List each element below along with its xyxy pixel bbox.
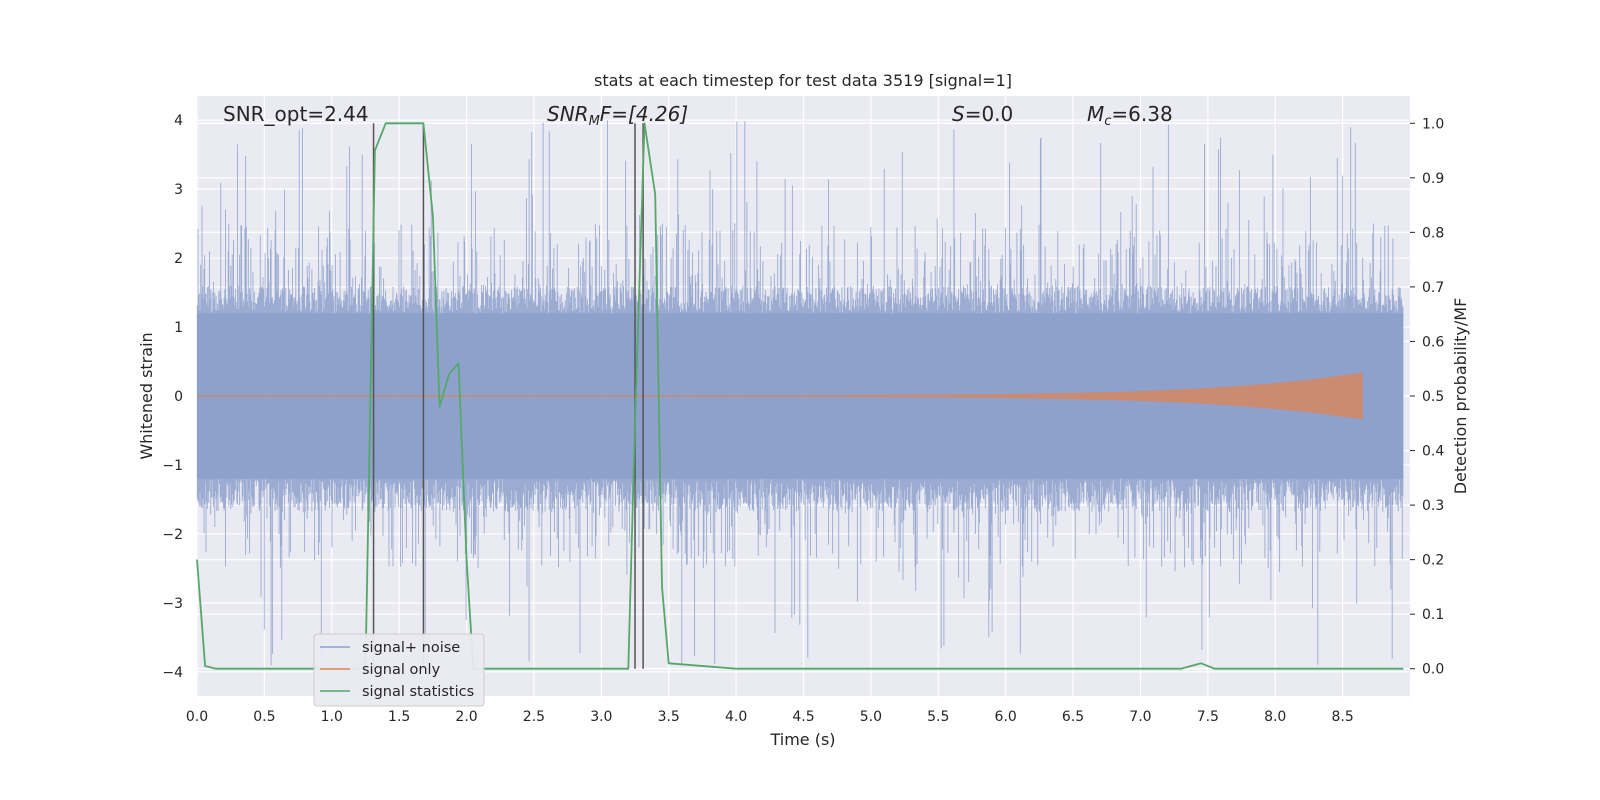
x-tick-label: 2.5	[523, 709, 545, 725]
y-tick-label: −2	[162, 527, 183, 543]
legend-label-signal: signal only	[362, 662, 441, 678]
y-right-tick-labels: 1.0 0.9 0.8 0.7 0.6 0.5 0.4 0.3 0.2 0.1 0.0	[1410, 116, 1444, 678]
y-right-tick-label: 0.4	[1422, 444, 1444, 460]
x-tick-label: 8.5	[1331, 709, 1353, 725]
y-right-tick-label: 0.1	[1422, 607, 1444, 623]
x-tick-labels: 0.0 0.5 1.0 1.5 2.0 2.5 3.0 3.5 4.0 4.5 5.0 5.5 6.0 6…	[186, 709, 1354, 725]
annotation-snr-mf: SNRMF=[4.26]	[547, 102, 688, 129]
annotation-mc: Mc=6.38	[1087, 102, 1173, 129]
y-right-axis-label: Detection probability/MF	[1451, 298, 1470, 495]
x-tick-label: 2.0	[455, 709, 477, 725]
legend: signal+ noise signal only signal statist…	[313, 633, 485, 707]
x-tick-label: 5.5	[927, 709, 949, 725]
y-tick-label: 4	[174, 113, 183, 129]
s-rest: =0.0	[965, 102, 1014, 126]
signal-statistics-series	[196, 122, 1404, 670]
y-right-tick-label: 0.0	[1422, 662, 1444, 678]
y-right-tick-label: 0.9	[1422, 171, 1444, 187]
x-tick-label: 4.0	[725, 709, 747, 725]
legend-label-stats: signal statistics	[362, 684, 474, 700]
x-tick-label: 7.5	[1197, 709, 1219, 725]
y-right-tick-label: 0.5	[1422, 389, 1444, 405]
legend-box	[313, 633, 485, 707]
x-tick-label: 5.0	[860, 709, 882, 725]
x-tick-label: 6.0	[995, 709, 1017, 725]
y-tick-label: 0	[174, 389, 183, 405]
annotation-s: S=0.0	[952, 102, 1013, 126]
y-tick-label: −4	[162, 665, 183, 681]
mc-sub: c	[1104, 114, 1111, 129]
x-tick-label: 3.5	[658, 709, 680, 725]
y-right-tick-label: 0.6	[1422, 334, 1444, 350]
snr-mf-rest: F=[4.26]	[600, 102, 688, 126]
x-tick-label: 1.0	[321, 709, 343, 725]
x-tick-label: 0.5	[253, 709, 275, 725]
y-tick-label: 2	[174, 251, 183, 267]
y-right-tick-label: 0.7	[1422, 280, 1444, 296]
x-axis-label: Time (s)	[769, 730, 835, 749]
y-tick-labels: 4 3 2 1 0 −1 −2 −3 −4	[162, 113, 183, 681]
x-tick-label: 0.0	[186, 709, 208, 725]
y-tick-label: −3	[162, 596, 183, 612]
snr-mf-sub: M	[589, 114, 600, 129]
mc-main: M	[1087, 102, 1104, 126]
y-tick-label: −1	[162, 458, 183, 474]
y-tick-label: 1	[174, 320, 183, 336]
legend-label-noise: signal+ noise	[362, 640, 460, 656]
y-right-tick-label: 0.3	[1422, 498, 1444, 514]
x-tick-label: 3.0	[590, 709, 612, 725]
chart-title: stats at each timestep for test data 351…	[594, 71, 1012, 90]
snr-mf-main: SNR	[547, 102, 589, 126]
signal-only-series	[197, 372, 1363, 420]
x-tick-label: 8.0	[1264, 709, 1286, 725]
mc-rest: =6.38	[1111, 102, 1172, 126]
x-tick-label: 7.0	[1129, 709, 1151, 725]
signal-trace	[197, 372, 1363, 420]
y-right-tick-label: 0.8	[1422, 225, 1444, 241]
y-right-tick-label: 0.2	[1422, 553, 1444, 569]
y-right-tick-label: 1.0	[1422, 116, 1444, 132]
s-main: S	[952, 102, 965, 126]
y-tick-label: 3	[174, 182, 183, 198]
statistics-line	[196, 122, 1404, 670]
y-axis-label: Whitened strain	[137, 332, 156, 459]
x-tick-label: 4.5	[792, 709, 814, 725]
annotation-snr-opt: SNR_opt=2.44	[223, 102, 369, 126]
x-tick-label: 1.5	[388, 709, 410, 725]
x-tick-label: 6.5	[1062, 709, 1084, 725]
